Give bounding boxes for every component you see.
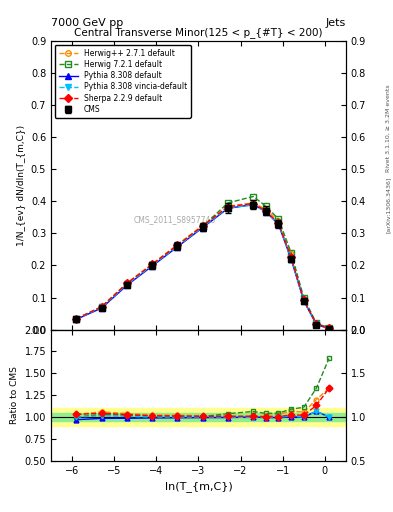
- Pythia 8.308 vincia-default: [276, 221, 281, 227]
- Herwig++ 2.7.1 default: [276, 218, 281, 224]
- Pythia 8.308 default: [226, 205, 230, 211]
- Herwig++ 2.7.1 default: [175, 242, 180, 248]
- Pythia 8.308 vincia-default: [175, 243, 180, 249]
- Sherpa 2.2.9 default: [263, 208, 268, 214]
- Sherpa 2.2.9 default: [99, 304, 104, 310]
- Pythia 8.308 default: [150, 263, 154, 269]
- Pythia 8.308 default: [314, 322, 319, 328]
- Herwig++ 2.7.1 default: [99, 304, 104, 310]
- Herwig++ 2.7.1 default: [289, 251, 294, 258]
- Y-axis label: Ratio to CMS: Ratio to CMS: [10, 366, 19, 424]
- Herwig++ 2.7.1 default: [251, 200, 255, 206]
- Herwig 7.2.1 default: [251, 194, 255, 200]
- Line: Sherpa 2.2.9 default: Sherpa 2.2.9 default: [73, 201, 332, 331]
- Text: 7000 GeV pp: 7000 GeV pp: [51, 18, 123, 28]
- Pythia 8.308 default: [74, 316, 79, 323]
- Pythia 8.308 vincia-default: [327, 326, 331, 332]
- Herwig 7.2.1 default: [276, 216, 281, 222]
- Herwig++ 2.7.1 default: [226, 203, 230, 209]
- Pythia 8.308 default: [99, 305, 104, 311]
- Pythia 8.308 default: [125, 282, 129, 288]
- Pythia 8.308 vincia-default: [150, 262, 154, 268]
- Text: Jets: Jets: [325, 18, 346, 28]
- Sherpa 2.2.9 default: [150, 262, 154, 268]
- Herwig 7.2.1 default: [301, 294, 306, 301]
- Text: [arXiv:1306.3436]: [arXiv:1306.3436]: [386, 177, 391, 233]
- Pythia 8.308 default: [289, 256, 294, 262]
- Herwig 7.2.1 default: [99, 304, 104, 310]
- Pythia 8.308 default: [327, 326, 331, 332]
- Herwig 7.2.1 default: [327, 325, 331, 331]
- Sherpa 2.2.9 default: [175, 242, 180, 248]
- Pythia 8.308 default: [276, 221, 281, 227]
- Pythia 8.308 default: [175, 244, 180, 250]
- Title: Central Transverse Minor(125 < p_{#T} < 200): Central Transverse Minor(125 < p_{#T} < …: [74, 28, 323, 38]
- Sherpa 2.2.9 default: [251, 201, 255, 207]
- Herwig 7.2.1 default: [74, 316, 79, 322]
- Herwig++ 2.7.1 default: [301, 296, 306, 302]
- Text: CMS_2011_S8957746: CMS_2011_S8957746: [134, 216, 216, 224]
- Sherpa 2.2.9 default: [327, 325, 331, 331]
- Line: Herwig 7.2.1 default: Herwig 7.2.1 default: [73, 194, 332, 331]
- Pythia 8.308 vincia-default: [301, 297, 306, 304]
- Pythia 8.308 vincia-default: [125, 281, 129, 287]
- X-axis label: ln(T_{m,C}): ln(T_{m,C}): [165, 481, 232, 492]
- Herwig++ 2.7.1 default: [327, 325, 331, 331]
- Herwig 7.2.1 default: [289, 249, 294, 255]
- Line: Herwig++ 2.7.1 default: Herwig++ 2.7.1 default: [73, 200, 332, 331]
- Herwig 7.2.1 default: [263, 203, 268, 209]
- Pythia 8.308 vincia-default: [251, 202, 255, 208]
- Line: Pythia 8.308 vincia-default: Pythia 8.308 vincia-default: [73, 202, 332, 331]
- Pythia 8.308 vincia-default: [74, 316, 79, 322]
- Pythia 8.308 vincia-default: [200, 224, 205, 230]
- Legend: Herwig++ 2.7.1 default, Herwig 7.2.1 default, Pythia 8.308 default, Pythia 8.308: Herwig++ 2.7.1 default, Herwig 7.2.1 def…: [55, 45, 191, 118]
- Sherpa 2.2.9 default: [301, 297, 306, 303]
- Line: Pythia 8.308 default: Pythia 8.308 default: [73, 202, 332, 331]
- Sherpa 2.2.9 default: [200, 223, 205, 229]
- Pythia 8.308 default: [301, 297, 306, 304]
- Bar: [51, 408, 346, 426]
- Pythia 8.308 vincia-default: [314, 322, 319, 328]
- Pythia 8.308 default: [251, 201, 255, 207]
- Pythia 8.308 default: [200, 225, 205, 231]
- Pythia 8.308 vincia-default: [289, 255, 294, 262]
- Herwig++ 2.7.1 default: [263, 206, 268, 212]
- Sherpa 2.2.9 default: [226, 204, 230, 210]
- Herwig++ 2.7.1 default: [314, 321, 319, 327]
- Sherpa 2.2.9 default: [276, 220, 281, 226]
- Herwig++ 2.7.1 default: [125, 280, 129, 286]
- Pythia 8.308 default: [263, 208, 268, 215]
- Sherpa 2.2.9 default: [314, 321, 319, 327]
- Herwig 7.2.1 default: [175, 243, 180, 249]
- Herwig 7.2.1 default: [200, 223, 205, 229]
- Herwig 7.2.1 default: [226, 200, 230, 206]
- Herwig++ 2.7.1 default: [200, 222, 205, 228]
- Herwig++ 2.7.1 default: [150, 261, 154, 267]
- Herwig 7.2.1 default: [150, 262, 154, 268]
- Y-axis label: 1/N_{ev} dN/dln(T_{m,C}): 1/N_{ev} dN/dln(T_{m,C}): [16, 125, 25, 246]
- Herwig 7.2.1 default: [125, 281, 129, 287]
- Pythia 8.308 vincia-default: [99, 305, 104, 311]
- Text: Rivet 3.1.10, ≥ 3.2M events: Rivet 3.1.10, ≥ 3.2M events: [386, 84, 391, 172]
- Sherpa 2.2.9 default: [74, 315, 79, 322]
- Pythia 8.308 vincia-default: [226, 205, 230, 211]
- Bar: [51, 413, 346, 421]
- Herwig 7.2.1 default: [314, 320, 319, 326]
- Herwig++ 2.7.1 default: [74, 315, 79, 322]
- Pythia 8.308 vincia-default: [263, 208, 268, 215]
- Sherpa 2.2.9 default: [289, 254, 294, 261]
- Sherpa 2.2.9 default: [125, 281, 129, 287]
